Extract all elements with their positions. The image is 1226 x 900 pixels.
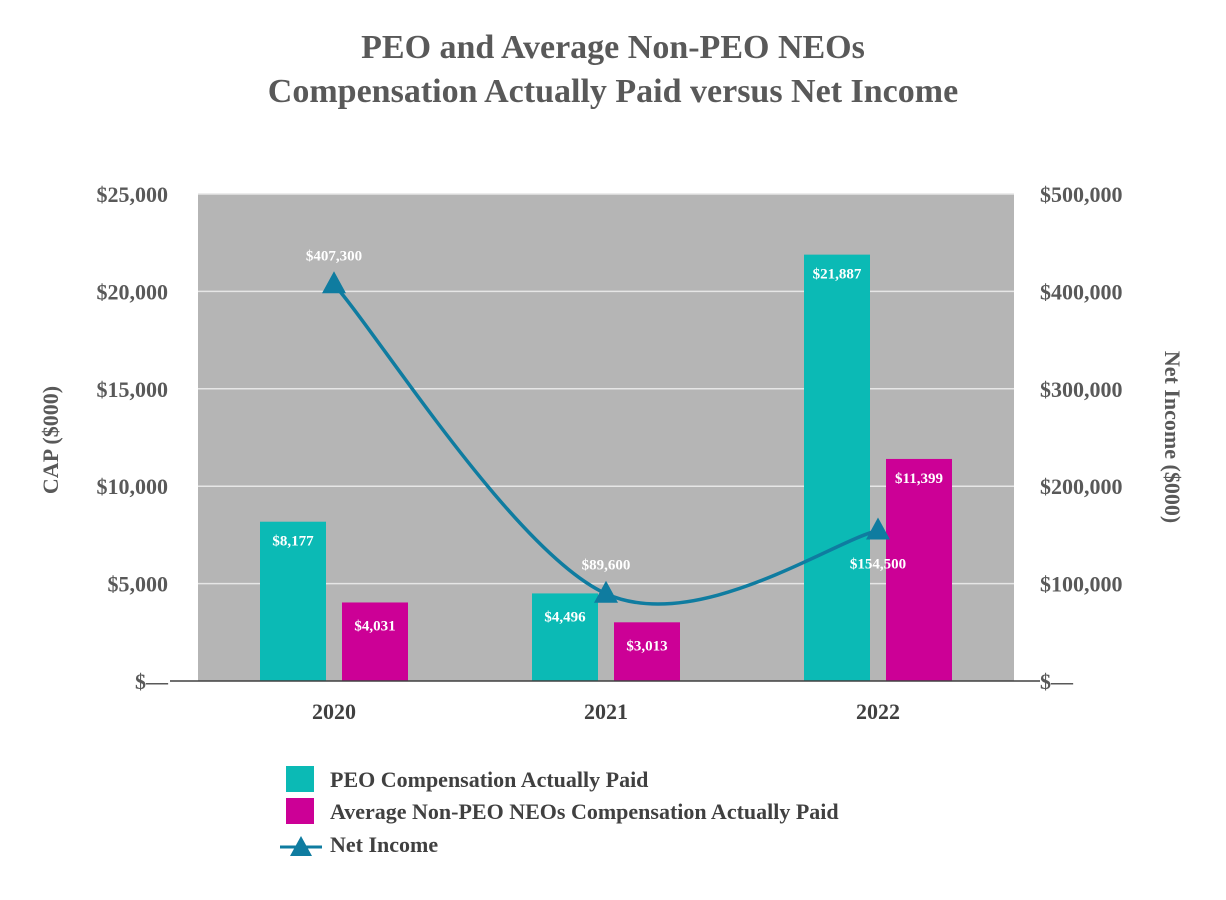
y-tick-label-left: $25,000 bbox=[97, 182, 169, 207]
y-tick-label-right: $200,000 bbox=[1040, 474, 1123, 499]
y-tick-label-right: $— bbox=[1040, 669, 1074, 694]
bar-non-peo-2021 bbox=[614, 622, 680, 681]
net-income-marker-2021 bbox=[594, 580, 618, 603]
bar-value-label: $4,496 bbox=[544, 609, 586, 625]
net-income-value-label: $154,500 bbox=[850, 557, 906, 573]
y-tick-label-left: $20,000 bbox=[97, 279, 169, 304]
legend-marker-net-income bbox=[290, 836, 312, 856]
x-category-label: 2021 bbox=[584, 699, 628, 724]
bar-peo-2022 bbox=[804, 254, 870, 681]
legend-swatch-non-peo bbox=[286, 798, 314, 824]
bar-non-peo-2020 bbox=[342, 602, 408, 681]
bars: $8,177 $4,496 $21,887 $4,031 $3,013 $11,399 bbox=[260, 254, 952, 681]
net-income-series: $407,300 $89,600 $154,500 bbox=[306, 248, 906, 606]
net-income-value-label: $89,600 bbox=[582, 558, 631, 574]
x-category-label: 2020 bbox=[312, 699, 356, 724]
net-income-marker-2020 bbox=[322, 271, 346, 294]
net-income-line bbox=[332, 283, 879, 606]
y-tick-label-right: $400,000 bbox=[1040, 279, 1123, 304]
y-tick-label-right: $300,000 bbox=[1040, 377, 1123, 402]
y-tick-label-right: $500,000 bbox=[1040, 182, 1123, 207]
bar-peo-2020 bbox=[260, 521, 326, 681]
y-axis-label-left: CAP ($000) bbox=[38, 386, 63, 494]
bar-value-label: $11,399 bbox=[895, 471, 943, 487]
legend-label-net-income: Net Income bbox=[330, 832, 438, 857]
net-income-value-label: $407,300 bbox=[306, 248, 362, 264]
bar-value-label: $3,013 bbox=[626, 638, 667, 654]
y-tick-label-left: $5,000 bbox=[108, 572, 169, 597]
right-axis-ticks: $— $100,000 $200,000 $300,000 $400,000 $500,0… bbox=[1040, 182, 1123, 694]
left-axis-ticks: $— $5,000 $10,000 $15,000 $20,000 $25,000 bbox=[97, 182, 170, 694]
y-tick-label-left: $— bbox=[135, 669, 169, 694]
x-axis-categories: 2020 2021 2022 bbox=[312, 699, 900, 724]
bar-peo-2021 bbox=[532, 593, 598, 681]
legend-label-non-peo: Average Non-PEO NEOs Compensation Actual… bbox=[330, 799, 839, 824]
legend: PEO Compensation Actually Paid Average N… bbox=[280, 766, 839, 857]
y-tick-label-left: $10,000 bbox=[97, 474, 169, 499]
net-income-marker-2022 bbox=[866, 517, 890, 540]
bar-value-label: $4,031 bbox=[354, 618, 395, 634]
x-category-label: 2022 bbox=[856, 699, 900, 724]
chart-title-line-1: PEO and Average Non-PEO NEOs bbox=[361, 29, 865, 66]
bar-value-label: $21,887 bbox=[813, 267, 862, 283]
y-axis-label-right: Net Income ($000) bbox=[1160, 351, 1185, 523]
y-tick-label-right: $100,000 bbox=[1040, 572, 1123, 597]
legend-label-peo: PEO Compensation Actually Paid bbox=[330, 767, 648, 792]
legend-swatch-peo bbox=[286, 766, 314, 792]
y-tick-label-left: $15,000 bbox=[97, 377, 169, 402]
bar-value-label: $8,177 bbox=[272, 534, 314, 550]
bar-non-peo-2022 bbox=[886, 458, 952, 681]
chart-title-line-2: Compensation Actually Paid versus Net In… bbox=[268, 73, 958, 110]
